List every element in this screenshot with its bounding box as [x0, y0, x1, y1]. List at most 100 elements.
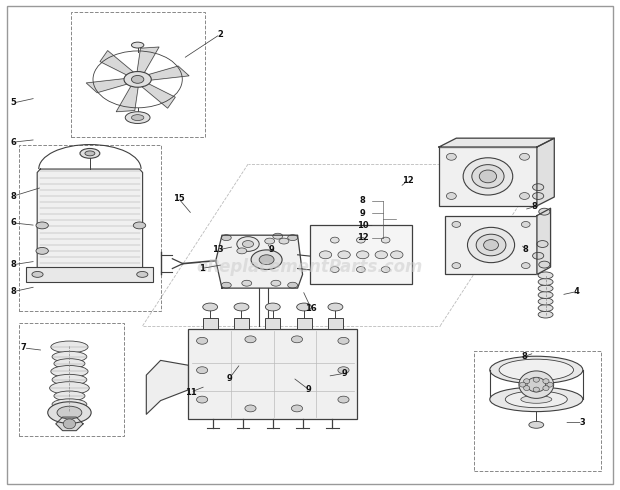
Circle shape	[523, 379, 529, 384]
Text: 8: 8	[11, 287, 17, 296]
Ellipse shape	[297, 303, 312, 311]
Ellipse shape	[288, 235, 298, 241]
Ellipse shape	[338, 396, 349, 403]
Text: 11: 11	[185, 388, 197, 396]
Polygon shape	[56, 417, 83, 431]
Ellipse shape	[533, 252, 544, 259]
Ellipse shape	[288, 282, 298, 288]
Ellipse shape	[476, 234, 506, 256]
Ellipse shape	[259, 255, 274, 265]
Ellipse shape	[499, 359, 574, 381]
Ellipse shape	[520, 153, 529, 160]
Ellipse shape	[57, 406, 82, 419]
Ellipse shape	[538, 311, 553, 318]
Ellipse shape	[538, 272, 553, 279]
Ellipse shape	[533, 184, 544, 191]
Ellipse shape	[265, 303, 280, 311]
Ellipse shape	[36, 222, 48, 229]
Ellipse shape	[319, 251, 332, 259]
Ellipse shape	[52, 399, 87, 410]
Ellipse shape	[265, 238, 275, 244]
Ellipse shape	[197, 337, 208, 344]
Ellipse shape	[356, 267, 365, 272]
Polygon shape	[37, 169, 143, 270]
Text: 16: 16	[306, 304, 317, 313]
Ellipse shape	[51, 366, 88, 377]
Text: 8: 8	[523, 245, 529, 254]
Ellipse shape	[50, 382, 89, 394]
Bar	[19, 145, 161, 311]
Ellipse shape	[505, 391, 567, 408]
Ellipse shape	[51, 341, 88, 353]
Text: 9: 9	[268, 245, 275, 254]
Bar	[328, 318, 343, 329]
Text: 9: 9	[360, 209, 366, 218]
Polygon shape	[139, 81, 175, 108]
Bar	[439, 147, 537, 206]
Ellipse shape	[490, 356, 583, 384]
Ellipse shape	[279, 238, 289, 244]
Text: 6: 6	[11, 219, 17, 227]
Bar	[71, 12, 205, 137]
Circle shape	[543, 379, 549, 384]
Text: 12: 12	[357, 233, 368, 242]
Ellipse shape	[521, 395, 552, 403]
Ellipse shape	[330, 237, 339, 243]
Text: 10: 10	[357, 221, 368, 230]
Ellipse shape	[381, 237, 390, 243]
Bar	[19, 323, 124, 436]
Ellipse shape	[446, 153, 456, 160]
Polygon shape	[537, 138, 554, 206]
Bar	[188, 328, 357, 419]
Ellipse shape	[538, 298, 553, 305]
Ellipse shape	[538, 278, 553, 285]
Ellipse shape	[237, 248, 247, 254]
Circle shape	[523, 386, 529, 391]
Ellipse shape	[242, 241, 254, 247]
Ellipse shape	[273, 233, 283, 239]
Ellipse shape	[125, 112, 150, 123]
Ellipse shape	[472, 165, 504, 188]
Ellipse shape	[338, 337, 349, 344]
Ellipse shape	[197, 367, 208, 374]
Ellipse shape	[539, 208, 550, 215]
Polygon shape	[146, 361, 188, 415]
Ellipse shape	[538, 305, 553, 312]
Bar	[234, 318, 249, 329]
Ellipse shape	[391, 251, 403, 259]
Ellipse shape	[54, 359, 85, 368]
Ellipse shape	[381, 267, 390, 272]
Text: 8: 8	[11, 192, 17, 200]
Bar	[203, 318, 218, 329]
Ellipse shape	[452, 221, 461, 227]
Polygon shape	[439, 138, 554, 147]
Ellipse shape	[520, 193, 529, 199]
Ellipse shape	[131, 75, 144, 83]
Text: 6: 6	[11, 138, 17, 147]
Ellipse shape	[52, 351, 87, 362]
Ellipse shape	[467, 227, 515, 263]
Ellipse shape	[356, 251, 369, 259]
Ellipse shape	[521, 263, 530, 269]
Ellipse shape	[221, 282, 231, 288]
Ellipse shape	[203, 303, 218, 311]
Ellipse shape	[291, 405, 303, 412]
Text: 8: 8	[11, 260, 17, 269]
Polygon shape	[216, 235, 303, 288]
Polygon shape	[143, 66, 189, 81]
Text: 4: 4	[574, 287, 580, 296]
Ellipse shape	[533, 193, 544, 199]
Ellipse shape	[221, 235, 231, 241]
Circle shape	[533, 377, 539, 382]
Ellipse shape	[197, 396, 208, 403]
Bar	[474, 351, 601, 471]
Polygon shape	[537, 208, 551, 274]
Ellipse shape	[52, 374, 87, 385]
Bar	[445, 216, 537, 274]
Ellipse shape	[529, 421, 544, 428]
Ellipse shape	[80, 148, 100, 158]
Bar	[265, 318, 280, 329]
Ellipse shape	[356, 237, 365, 243]
Polygon shape	[100, 50, 136, 77]
Ellipse shape	[251, 250, 282, 270]
